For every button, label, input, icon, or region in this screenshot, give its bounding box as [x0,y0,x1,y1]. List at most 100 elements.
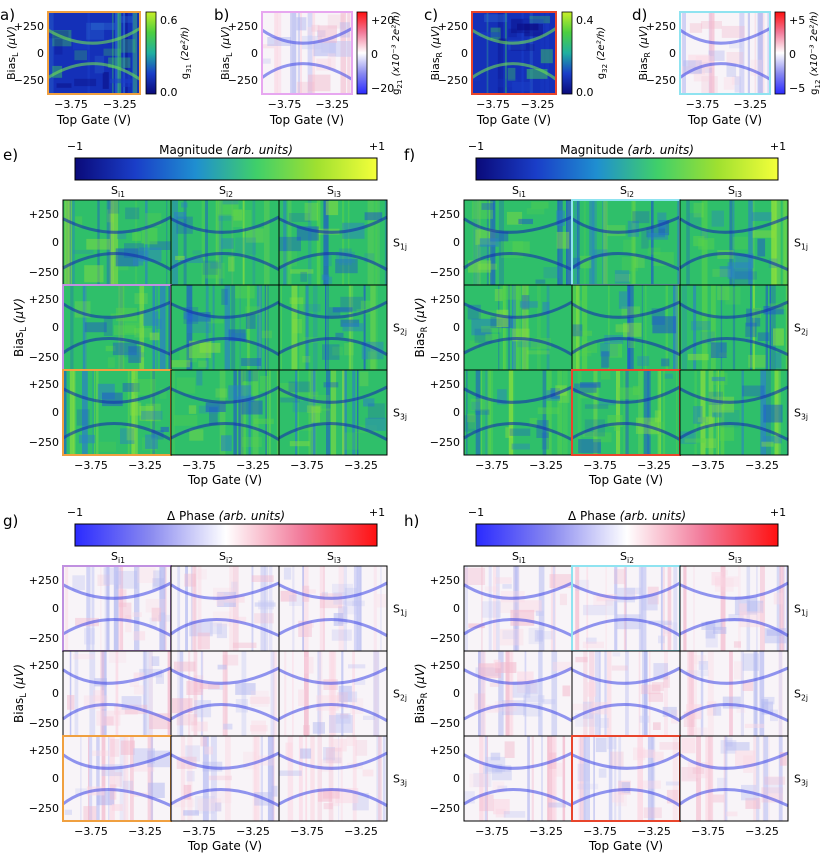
panel-f-cell-1-1-streak [566,200,572,285]
panel-f-cell-2-1-speckle [485,333,499,341]
panel-d-map-streak [758,12,764,94]
panel-e-cell-3-2 [170,369,280,456]
panel-f-cell-1-2-speckle [632,211,650,224]
panel-f-cell-2-2-feature-upper [571,300,681,319]
panel-e-cell-3-3-feature-lower [278,422,388,442]
panel-f-cell-3-2-speckle [593,432,612,443]
panel-c-letter: c) [424,6,438,24]
panel-f-cell-1-1-speckle [526,208,545,215]
panel-g-cell-1-3-speckle [331,629,352,641]
panel-f-ylabel-unit: (μV) [413,297,427,326]
panel-g-cell-2-2-speckle [251,720,266,735]
panel-h-xtick: −3.25 [637,825,671,838]
panel-h-cell-1-2-speckle [583,604,606,616]
panel-f-cell-2-2-speckle [576,300,584,306]
panel-f-cell-1-2-speckle [593,249,608,257]
panel-g-cell-3-3-streak [317,736,322,821]
panel-f-cell-3-3-feature-upper [679,385,789,404]
panel-d-xtick: −3.75 [686,98,720,111]
panel-f-row-label-sub: 2j [801,328,808,337]
panel-f-cell-3-3-streak [741,370,744,455]
panel-g-cell-3-2-streak [187,736,193,821]
panel-h-cell-2-3-speckle [744,723,765,728]
panel-f-cell-2-2-streak [627,285,631,370]
panel-g-cell-1-1-streak [118,566,122,651]
panel-g-cell-1-1-speckle [119,602,132,621]
panel-f-cell-1-1-streak [559,200,563,285]
panel-f-cell-3-1-streak [557,370,563,455]
panel-a-map-speckle [108,57,131,68]
panel-a-map-streak [131,12,138,94]
panel-f-cell-2-1-speckle [542,301,550,314]
panel-c-map-speckle [497,78,518,88]
panel-g-cell-1-2-background [171,566,279,651]
panel-g-cell-1-3-speckle [376,594,387,608]
panel-g-cell-3-1-streak [130,736,134,821]
panel-a-cbar-label-unit: (2e²/h) [180,27,191,64]
panel-e-ytick: +250 [29,378,59,391]
panel-h-cell-1-1-streak [538,566,545,651]
panel-g-cell-2-1-streak [142,651,147,736]
panel-e-cell-3-2-speckle [188,405,197,414]
panel-f-cell-2-3-feature-upper [679,300,789,319]
panel-e-cell-3-1-speckle [133,379,156,396]
panel-c-ylabel: BiasR (μV) [429,25,444,80]
panel-c-map-feature-upper [471,27,557,45]
panel-e-cell-2-1-speckle [155,318,162,329]
panel-g-col-label: Si2 [219,550,233,565]
panel-g-cell-1-3-streak [380,566,382,651]
panel-h-cell-3-1-speckle [492,781,505,793]
panel-f-cell-2-3-speckle [717,286,730,301]
panel-h-cell-1-1-feature-lower [463,618,573,638]
panel-h-ytick: −250 [430,717,460,730]
panel-e-cell-3-1-speckle [120,428,135,444]
panel-h-cell-2-3-feature-upper [679,666,789,685]
panel-a-ylabel-main: Bias [5,57,18,80]
panel-h-ytick: +250 [430,659,460,672]
panel-d-ylabel-unit: (μV) [637,25,650,52]
panel-g-cell-3-3-speckle [300,748,312,759]
panel-f-cell-1-2-speckle [615,274,631,282]
panel-h-cell-3-3-streak [724,736,728,821]
panel-g-cell-1-2-streak [177,566,181,651]
panel-f-cell-2-2-speckle [578,351,592,357]
panel-e-letter: e) [3,146,18,164]
panel-c-ytick: +250 [438,20,468,33]
panel-c-map-speckle [524,23,544,37]
panel-e-cell-1-1-speckle [149,241,171,250]
panel-e-cell-2-2-speckle [199,342,221,353]
panel-e-cell-1-2-speckle [245,228,264,243]
panel-f-cell-3-2-speckle [582,432,595,438]
panel-h-cell-2-3-streak [778,651,783,736]
panel-h-cell-1-3-speckle [701,621,723,630]
panel-e-cell-1-3-feature-upper [278,215,388,234]
panel-g-cell-1-3-streak [323,566,325,651]
panel-h-cell-3-2-speckle [637,780,661,789]
panel-d-map-streak [767,12,770,94]
panel-h-cell-1-1-speckle [464,567,486,585]
panel-g-cell-3-1-streak [96,736,100,821]
panel-f-cell-3-3-streak [717,370,719,455]
panel-b-cbar-label-main: g [391,88,402,94]
panel-g-cell-3-3-feature-upper [278,751,388,770]
panel-g-cell-1-2-speckle [184,573,196,587]
panel-e-cell-3-1 [62,369,172,456]
panel-e-cell-3-3-streak [342,370,347,455]
panel-h-cell-3-3-speckle [725,811,738,817]
panel-h-xtick: −3.75 [583,825,617,838]
panel-b-ytick: −250 [228,74,258,87]
panel-f-cell-2-2-speckle [628,340,636,348]
panel-e-cell-2-2-speckle [187,315,212,333]
panel-f-cell-1-1-speckle [535,279,546,284]
panel-e-cell-3-1-speckle [145,434,158,449]
panel-g-cell-1-2-streak [190,566,193,651]
panel-g-cell-2-3-speckle [363,715,375,720]
panel-f-row-label-sub: 3j [801,413,808,422]
panel-e-cell-1-2-streak [231,200,234,285]
panel-b-map-speckle [316,58,332,71]
panel-h-cell-2-2-speckle [575,713,599,727]
panel-e-cell-2-3-speckle [342,323,364,332]
panel-e-cell-1-2-speckle [218,214,232,221]
panel-h-cell-1-3-speckle [766,629,783,636]
panel-f-cell-1-2-speckle [647,232,669,240]
